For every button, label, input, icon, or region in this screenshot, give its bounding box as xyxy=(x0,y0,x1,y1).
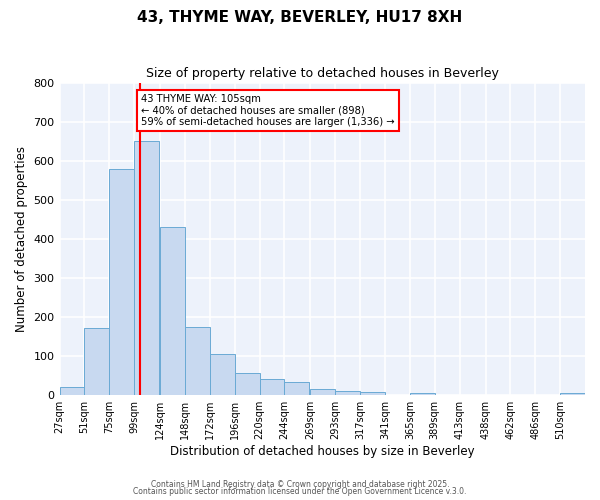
Title: Size of property relative to detached houses in Beverley: Size of property relative to detached ho… xyxy=(146,68,499,80)
Bar xyxy=(310,389,335,394)
Y-axis label: Number of detached properties: Number of detached properties xyxy=(15,146,28,332)
Text: 43, THYME WAY, BEVERLEY, HU17 8XH: 43, THYME WAY, BEVERLEY, HU17 8XH xyxy=(137,10,463,25)
Bar xyxy=(160,227,185,394)
X-axis label: Distribution of detached houses by size in Beverley: Distribution of detached houses by size … xyxy=(170,444,475,458)
Text: Contains HM Land Registry data © Crown copyright and database right 2025.: Contains HM Land Registry data © Crown c… xyxy=(151,480,449,489)
Bar xyxy=(284,382,310,394)
Text: Contains public sector information licensed under the Open Government Licence v.: Contains public sector information licen… xyxy=(133,487,467,496)
Bar xyxy=(210,354,235,395)
Bar xyxy=(235,372,260,394)
Bar xyxy=(560,393,585,394)
Bar xyxy=(410,393,435,394)
Bar xyxy=(360,392,385,394)
Bar xyxy=(109,169,134,394)
Bar xyxy=(59,387,85,394)
Bar xyxy=(134,142,159,394)
Bar xyxy=(260,379,284,394)
Text: 43 THYME WAY: 105sqm
← 40% of detached houses are smaller (898)
59% of semi-deta: 43 THYME WAY: 105sqm ← 40% of detached h… xyxy=(141,94,395,127)
Bar xyxy=(335,391,360,394)
Bar xyxy=(185,326,210,394)
Bar xyxy=(85,328,109,394)
